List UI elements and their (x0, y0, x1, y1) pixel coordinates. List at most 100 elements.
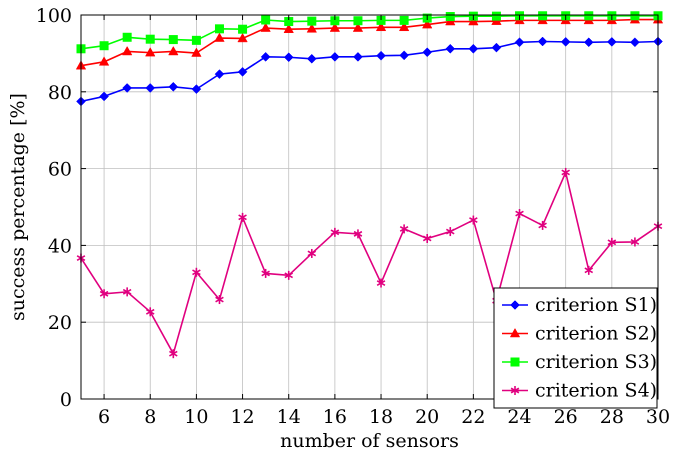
series-4-point (99, 289, 109, 299)
series-4-point (145, 307, 155, 317)
series-2-point (214, 32, 225, 42)
plot-frame (80, 14, 659, 400)
series-4-point (399, 224, 409, 234)
series-1-point (537, 36, 548, 47)
series-1 (76, 36, 663, 107)
series-2-point (168, 45, 179, 56)
series-3-point (584, 11, 594, 21)
series-3-point (284, 17, 294, 27)
series-1-point (514, 37, 525, 48)
series-3-point (307, 16, 317, 26)
series-2-point (145, 47, 156, 57)
legend-item: criterion S2) (502, 323, 657, 345)
series-3-point (538, 11, 548, 21)
y-tick-label: 100 (36, 5, 72, 27)
y-tick-label: 20 (48, 312, 72, 334)
series-1-point (376, 50, 386, 61)
series-4-point (261, 268, 270, 278)
x-tick-label: 26 (554, 406, 578, 428)
series-1-point (606, 37, 617, 47)
series-3-point (99, 41, 109, 51)
legend-label: criterion S3) (535, 351, 657, 373)
series-4-point (561, 167, 570, 177)
series-3-point (399, 15, 409, 25)
series-1-point (422, 47, 433, 58)
series-4-point (284, 270, 294, 280)
series-3-point (376, 15, 386, 25)
series-4-point (515, 209, 524, 219)
x-tick-label: 24 (507, 406, 531, 428)
legend-marker (509, 327, 521, 338)
legend-item: criterion S4) (502, 380, 657, 402)
series-4-point (122, 287, 132, 297)
series-4-point (584, 265, 594, 275)
series-1-point (260, 52, 271, 62)
x-tick-label: 30 (646, 406, 670, 428)
series-1-point (491, 42, 502, 53)
series-2-point (352, 22, 364, 32)
series-3-point (353, 16, 363, 26)
series-2-point (260, 22, 271, 32)
x-tick-label: 28 (600, 406, 624, 428)
series-2-point (329, 22, 341, 32)
series-4-line (80, 171, 659, 355)
legend-item: criterion S3) (502, 351, 657, 373)
series-1-point (283, 52, 294, 63)
series-1-point (353, 52, 363, 62)
series-2-point (283, 23, 294, 33)
legend-label: criterion S1) (535, 294, 657, 316)
series-4-point (330, 227, 340, 237)
series-4-point (353, 229, 363, 239)
series-2-point (98, 56, 110, 66)
series-4-point (445, 227, 455, 237)
series-3-point (122, 32, 132, 42)
y-axis-title: success percentage [%] (7, 93, 29, 321)
x-tick-label: 22 (461, 406, 485, 428)
series-4-point (607, 237, 617, 247)
series-3-point (261, 15, 271, 25)
legend-item: criterion S1) (502, 294, 657, 316)
series-4-point (376, 278, 386, 288)
series-4-point (238, 212, 247, 222)
series-1-point (445, 43, 456, 54)
x-tick-label: 10 (184, 406, 208, 428)
series-4-point (307, 248, 317, 258)
series-3-point (445, 12, 455, 22)
series-4-point (538, 220, 547, 230)
legend-marker (510, 386, 520, 395)
y-tick-label: 80 (48, 82, 72, 104)
series-1-point (168, 81, 179, 92)
series-4 (76, 167, 663, 359)
series-3-point (238, 24, 248, 34)
series-3-point (191, 35, 201, 45)
series-3 (76, 11, 663, 54)
series-2-point (306, 23, 317, 33)
series-1-point (237, 66, 248, 77)
tick-layer: 6 8 10 12 14 16 18 20 22 24 26 28 30 0 20 40 60 80 100 (36, 5, 670, 428)
series-1-point (122, 83, 133, 93)
series-1-point (468, 43, 479, 54)
series-2-line (80, 18, 658, 67)
series-4-point (192, 267, 201, 277)
series-3-point (630, 11, 640, 21)
series-2-point (398, 21, 410, 32)
series-4-point (169, 349, 178, 359)
x-tick-label: 6 (98, 406, 110, 428)
series-1-point (214, 69, 225, 79)
series-4-point (422, 233, 432, 243)
series-1-point (399, 50, 409, 61)
legend-box (493, 287, 658, 409)
x-tick-label: 16 (323, 406, 347, 428)
x-axis-title: number of sensors (280, 430, 459, 452)
x-tick-label: 20 (415, 406, 439, 428)
series-3-point (330, 16, 340, 26)
series-1-point (583, 37, 594, 48)
series-1-point (99, 91, 109, 102)
series-2-point (121, 45, 133, 56)
y-tick-label: 0 (60, 389, 72, 411)
series-3-point (491, 11, 501, 21)
series-2-point (191, 47, 202, 57)
series-4-point (215, 295, 224, 305)
series-1-point (145, 83, 156, 93)
series-4-point (469, 215, 478, 225)
